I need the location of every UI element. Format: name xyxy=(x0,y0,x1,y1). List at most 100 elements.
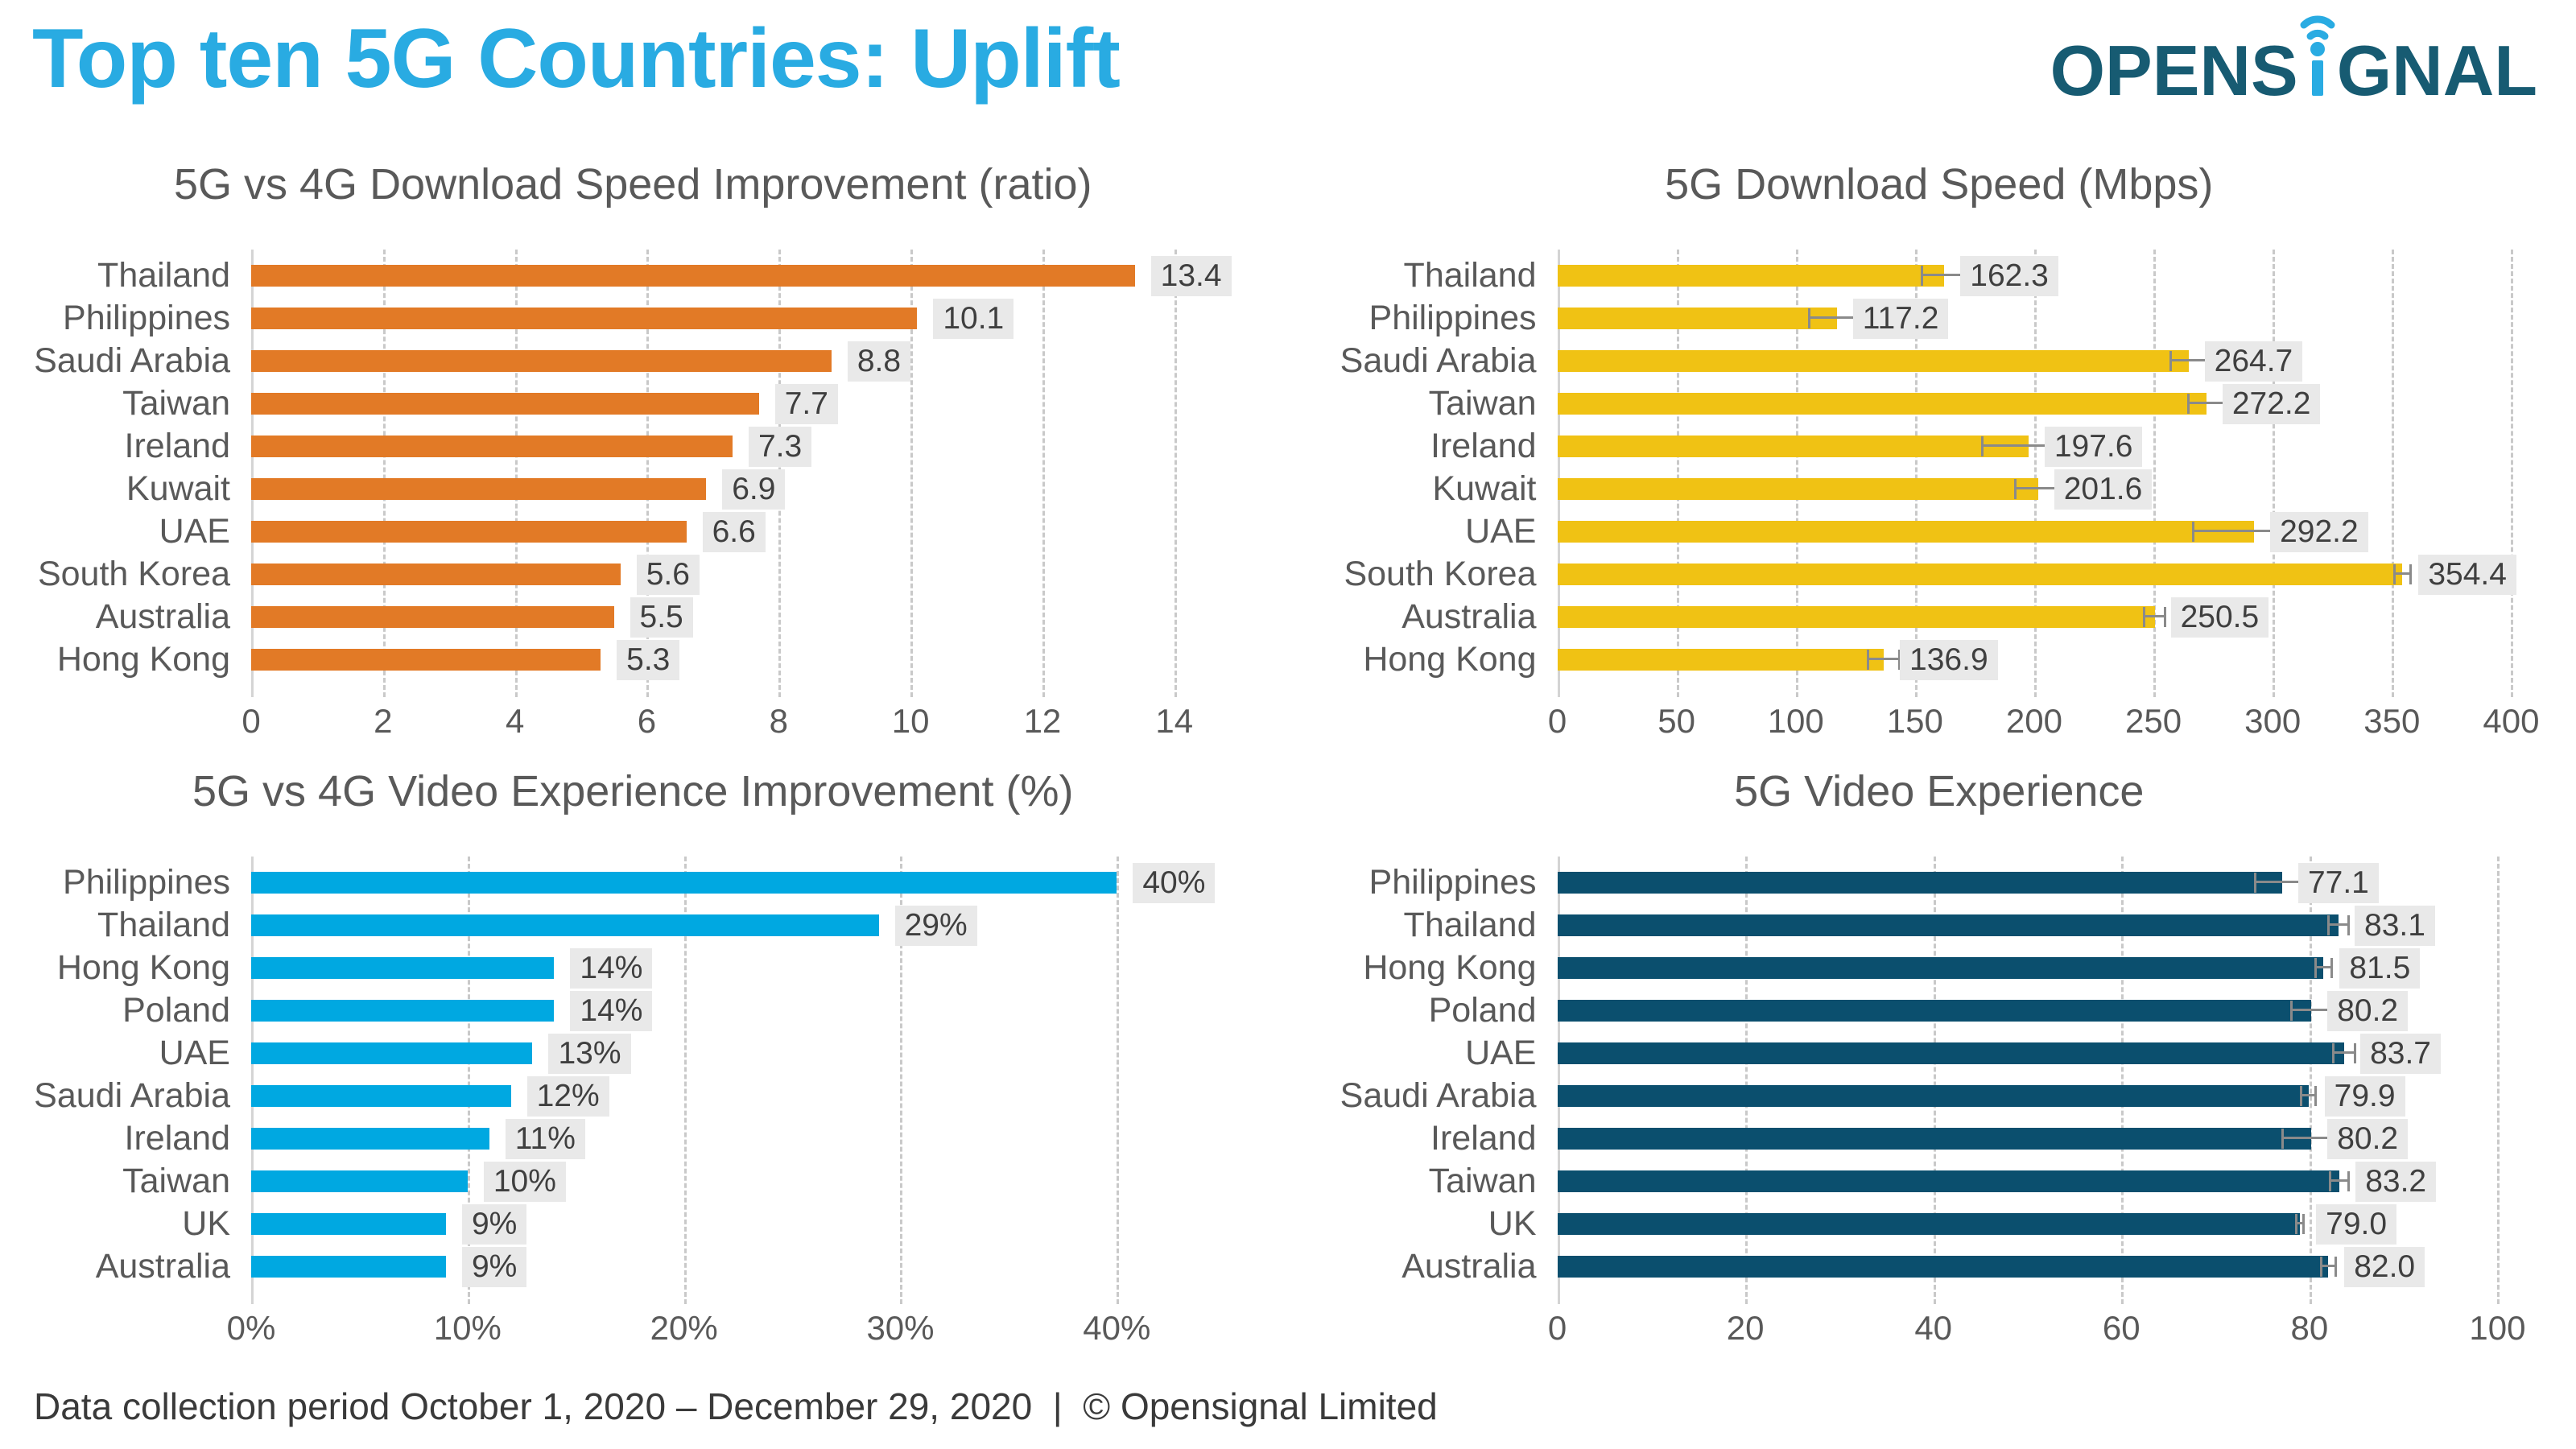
bar xyxy=(251,649,601,671)
value-label: 13% xyxy=(548,1034,631,1075)
category-label: Philippines xyxy=(63,863,230,902)
value-label: 13.4 xyxy=(1150,256,1232,297)
x-tick: 10 xyxy=(891,702,930,741)
bar xyxy=(1557,521,2255,543)
x-tick: 350 xyxy=(2363,702,2421,741)
value-label: 5.3 xyxy=(617,640,680,681)
x-axis: 0 50 100 150 200 250 300 350 400 xyxy=(1548,681,2541,745)
category-label: Philippines xyxy=(63,299,230,338)
x-tick: 50 xyxy=(1657,702,1695,741)
bar xyxy=(1557,308,1837,330)
charts-grid: 5G vs 4G Download Speed Improvement (rat… xyxy=(0,159,2576,1352)
value-label: 7.3 xyxy=(748,427,812,468)
bar-row: 11% xyxy=(251,1117,1234,1160)
category-label: Philippines xyxy=(1368,863,1537,902)
gridline xyxy=(2033,250,2037,698)
bar-row: 14% xyxy=(251,947,1234,989)
category-label: Ireland xyxy=(124,427,230,466)
bar-row: 292.2 xyxy=(1557,510,2541,553)
bar-row: 10.1 xyxy=(251,297,1234,340)
bar-row: 81.5 xyxy=(1557,947,2541,989)
gridline xyxy=(514,250,518,698)
bar-row: 9% xyxy=(251,1203,1234,1245)
bar xyxy=(251,564,621,586)
bar-row: 6.6 xyxy=(251,510,1234,553)
x-axis: 0% 10% 20% 30% 40% xyxy=(227,1288,1234,1352)
gridline xyxy=(2121,857,2124,1305)
gridline xyxy=(683,857,687,1305)
bar-row: 6.9 xyxy=(251,468,1234,510)
value-label: 272.2 xyxy=(2222,384,2321,425)
bar-row: 83.2 xyxy=(1557,1160,2541,1203)
gridline xyxy=(2511,250,2514,698)
plot-area: 162.3 117.2 264.7 272.2 197.6 201.6 292.2 354.4… xyxy=(1557,250,2541,698)
category-label: Ireland xyxy=(124,1119,230,1158)
bar-row: 83.1 xyxy=(1557,904,2541,947)
value-label: 14% xyxy=(570,948,653,989)
error-bar xyxy=(2187,394,2226,415)
plot-5g-video-experience: Philippines Thailand Hong Kong Poland UAE Sau… xyxy=(1339,857,2541,1352)
y-axis-labels: Thailand Philippines Saudi Arabia Taiwan Ire… xyxy=(1339,254,1558,681)
category-label: Poland xyxy=(122,991,230,1030)
x-tick: 2 xyxy=(374,702,393,741)
x-tick: 200 xyxy=(2005,702,2063,741)
bar xyxy=(251,308,918,330)
x-tick: 4 xyxy=(505,702,525,741)
bar xyxy=(251,872,1117,894)
category-label: Poland xyxy=(1428,991,1537,1030)
category-label: Taiwan xyxy=(122,384,230,423)
gridline xyxy=(1117,857,1120,1305)
signal-i-icon xyxy=(2300,15,2335,96)
bar xyxy=(1557,265,1945,287)
category-label: UAE xyxy=(1465,512,1537,551)
bar xyxy=(251,436,733,458)
bar xyxy=(1557,1042,2345,1065)
category-label: Hong Kong xyxy=(56,640,230,679)
value-label: 6.9 xyxy=(722,469,786,510)
bar-row: 5.6 xyxy=(251,553,1234,596)
value-label: 162.3 xyxy=(1960,256,2058,297)
bar xyxy=(251,393,759,415)
category-label: Ireland xyxy=(1430,1119,1537,1158)
x-tick: 30% xyxy=(866,1309,935,1348)
bar xyxy=(251,957,555,980)
value-label: 81.5 xyxy=(2339,948,2421,989)
gridline xyxy=(910,250,914,698)
logo-text-right: GNAL xyxy=(2336,31,2537,110)
category-label: Thailand xyxy=(97,906,230,945)
x-axis: 0 20 40 60 80 100 xyxy=(1548,1288,2541,1352)
category-label: Hong Kong xyxy=(56,948,230,988)
value-label: 83.2 xyxy=(2355,1162,2437,1203)
page-title: Top ten 5G Countries: Uplift xyxy=(32,12,1121,105)
value-label: 250.5 xyxy=(2170,597,2269,638)
bar xyxy=(1557,1256,2329,1278)
value-label: 10% xyxy=(483,1162,566,1203)
category-label: UK xyxy=(1488,1204,1537,1244)
category-label: Thailand xyxy=(1403,906,1537,945)
category-label: UAE xyxy=(159,1034,230,1073)
category-label: South Korea xyxy=(1344,555,1537,594)
page-header: Top ten 5G Countries: Uplift OPENS GNAL xyxy=(0,0,2576,138)
value-label: 10.1 xyxy=(933,299,1014,340)
bar-row: 29% xyxy=(251,904,1234,947)
bar-row: 264.7 xyxy=(1557,340,2541,382)
value-label: 83.1 xyxy=(2355,906,2435,947)
value-label: 7.7 xyxy=(774,384,838,425)
bar-row: 272.2 xyxy=(1557,382,2541,425)
x-tick: 8 xyxy=(769,702,788,741)
category-label: Saudi Arabia xyxy=(34,1076,230,1116)
gridline xyxy=(2392,250,2395,698)
value-label: 80.2 xyxy=(2327,1119,2409,1160)
value-label: 82.0 xyxy=(2344,1247,2425,1288)
chart-download-speed-ratio: 5G vs 4G Download Speed Improvement (rat… xyxy=(32,159,1234,745)
bar-row: 5.3 xyxy=(251,638,1234,681)
gridline xyxy=(467,857,470,1305)
plot-area: 13.4 10.1 8.8 7.7 7.3 6.9 6.6 5.6 5.5 5.3 xyxy=(251,250,1234,698)
chart-title: 5G Video Experience xyxy=(1734,767,2145,816)
error-bar xyxy=(2329,1171,2351,1192)
category-label: Australia xyxy=(1402,1247,1537,1286)
category-label: Taiwan xyxy=(1428,1162,1537,1201)
gridline xyxy=(2497,857,2500,1305)
logo-text-left: OPENS xyxy=(2050,31,2298,110)
x-tick: 0% xyxy=(226,1309,276,1348)
